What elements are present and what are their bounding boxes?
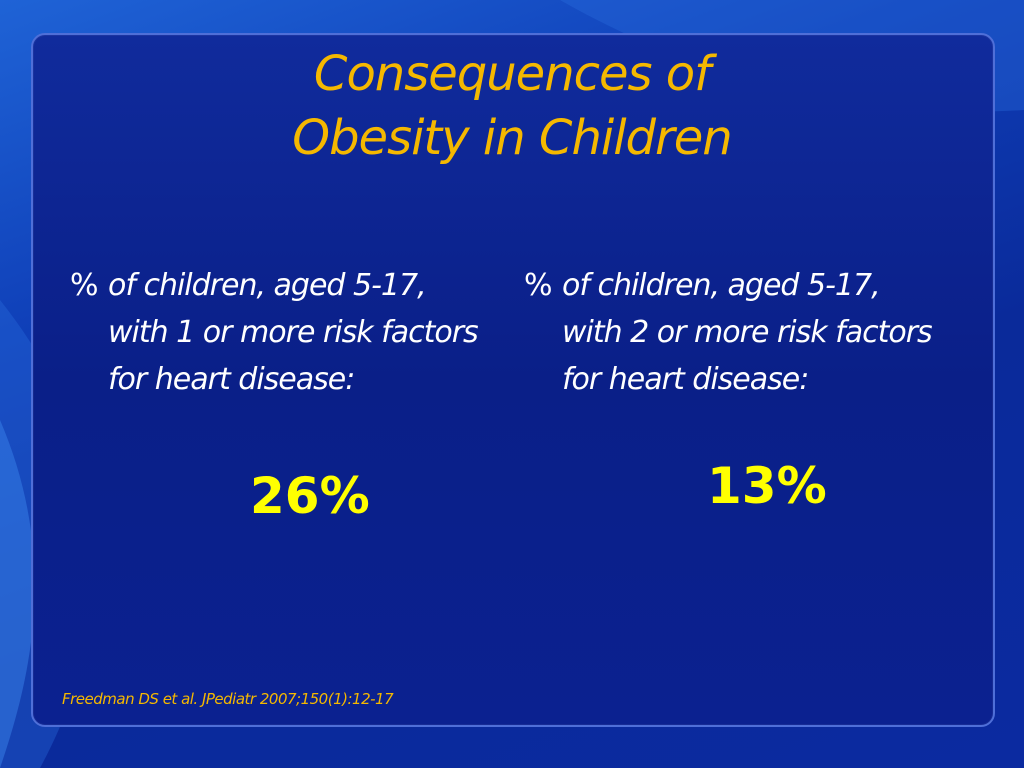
left-bullet-text: of children, aged 5-17, with 1 or more r… xyxy=(108,268,479,397)
citation: Freedman DS et al. JPediatr 2007;150(1):… xyxy=(62,690,394,708)
right-bullet-marker: % xyxy=(524,268,553,303)
slide-title: Consequences of Obesity in Children xyxy=(0,42,1024,170)
right-bullet-text: of children, aged 5-17, with 2 or more r… xyxy=(562,268,933,397)
right-bullet-item: % of children, aged 5-17, with 2 or more… xyxy=(524,262,944,403)
left-column: % of children, aged 5-17, with 1 or more… xyxy=(70,262,490,403)
title-line-2: Obesity in Children xyxy=(292,110,732,166)
left-bullet-marker: % xyxy=(70,268,99,303)
right-column: % of children, aged 5-17, with 2 or more… xyxy=(524,262,944,403)
slide-panel xyxy=(31,33,995,727)
left-stat-value: 26% xyxy=(250,467,370,525)
title-line-1: Consequences of xyxy=(313,46,711,102)
right-stat-value: 13% xyxy=(707,457,827,515)
left-bullet-item: % of children, aged 5-17, with 1 or more… xyxy=(70,262,490,403)
